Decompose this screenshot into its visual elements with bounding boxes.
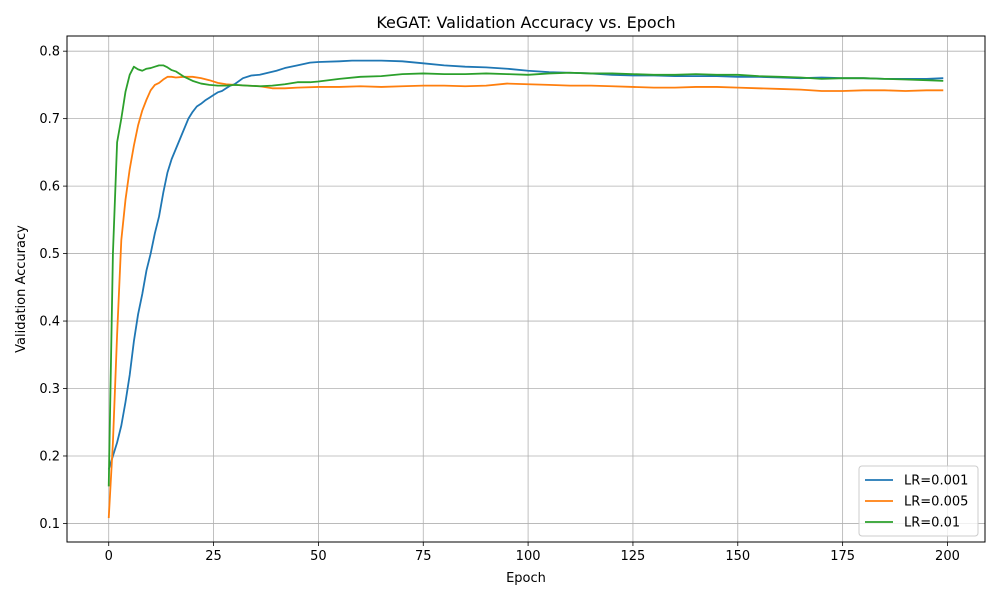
y-axis-ticks: 0.1 0.2 0.3 0.4 0.5 0.6 0.7 0.8	[39, 45, 67, 532]
x-axis-ticks: 0 25 50 75 100 125 150 175 200	[105, 542, 960, 564]
series-line-1	[107, 59, 944, 470]
x-tick-label: 75	[415, 549, 432, 564]
x-tick-label: 175	[830, 549, 855, 564]
y-axis-label: Validation Accuracy	[14, 225, 29, 353]
x-tick-label: 150	[725, 549, 750, 564]
series-line-2	[107, 75, 944, 519]
y-tick-label: 0.6	[39, 180, 60, 195]
series-lines	[107, 59, 944, 519]
legend-box	[858, 465, 979, 537]
y-tick-label: 0.2	[39, 449, 60, 464]
x-tick-label: 125	[621, 549, 646, 564]
chart-title: KeGAT: Validation Accuracy vs. Epoch	[376, 13, 675, 32]
x-tick-label: 0	[105, 549, 113, 564]
y-tick-label: 0.8	[39, 45, 60, 60]
x-tick-label: 100	[516, 549, 541, 564]
y-tick-label: 0.1	[39, 517, 60, 532]
plot-frame	[66, 35, 986, 543]
y-tick-label: 0.7	[39, 112, 60, 127]
x-tick-label: 200	[935, 549, 960, 564]
grid-lines	[67, 36, 985, 542]
plot-area: 0 25 50 75 100 125 150 175 200 0.10.20.30.40.50.…	[39, 35, 986, 564]
plot-background	[67, 36, 985, 542]
y-tick-label: 0.3	[39, 382, 60, 397]
y-tick-label: 0.5	[39, 247, 60, 262]
legend-label-1: LR=0.001	[904, 474, 968, 489]
legend-label-3: LR=0.01	[904, 516, 960, 531]
legend: LR=0.001 LR=0.005 LR=0.01	[858, 465, 979, 537]
series-line-3	[107, 64, 944, 487]
x-tick-label: 50	[310, 549, 327, 564]
x-tick-label: 25	[205, 549, 222, 564]
x-axis-label: Epoch	[506, 571, 546, 586]
legend-label-2: LR=0.005	[904, 495, 968, 510]
y-tick-label: 0.4	[39, 315, 60, 330]
